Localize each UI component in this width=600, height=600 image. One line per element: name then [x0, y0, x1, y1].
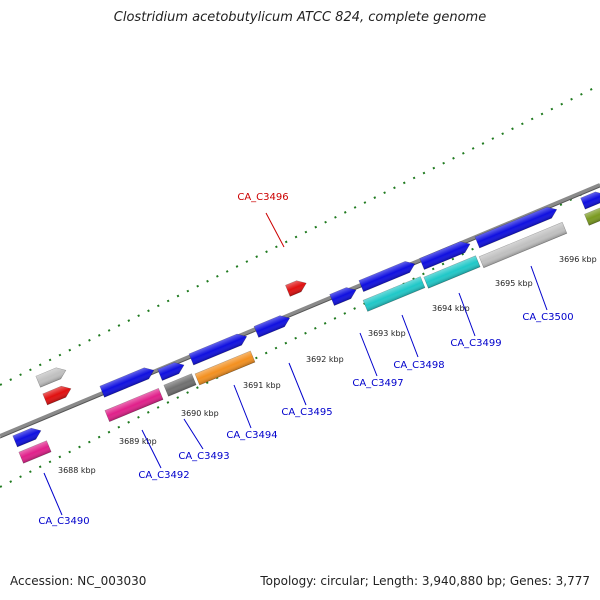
gene-feature-f14[interactable] — [423, 255, 481, 289]
gene-leader-line — [458, 292, 476, 337]
gene-label[interactable]: CA_C3495 — [281, 407, 332, 418]
inner-tick-row — [0, 184, 600, 488]
gene-feature-shading — [358, 261, 415, 292]
kbp-tick-label: 3695 kbp — [495, 279, 533, 288]
gene-leader-line — [265, 212, 285, 248]
gene-leader-line — [183, 418, 204, 450]
gene-feature-f20[interactable] — [42, 383, 73, 406]
gene-feature-f18[interactable] — [584, 206, 600, 226]
gene-feature-shading — [419, 241, 471, 270]
gene-feature-shading — [254, 315, 290, 338]
gene-feature-f7[interactable] — [188, 331, 249, 366]
gene-label[interactable]: CA_C3498 — [393, 360, 444, 371]
kbp-tick-label: 3693 kbp — [368, 329, 406, 338]
gene-leader-line — [401, 314, 419, 358]
gene-feature-f19[interactable] — [35, 365, 68, 388]
gene-feature-shading — [474, 207, 557, 248]
gene-feature-shading — [194, 350, 256, 386]
gene-label[interactable]: CA_C3493 — [178, 451, 229, 462]
gene-feature-f21[interactable] — [285, 278, 308, 297]
gene-feature-shading — [35, 367, 66, 388]
gene-feature-shading — [12, 428, 41, 447]
gene-feature-f6[interactable] — [163, 373, 197, 397]
gene-label[interactable]: CA_C3497 — [352, 378, 403, 389]
gene-label[interactable]: CA_C3494 — [226, 430, 277, 441]
kbp-tick-label: 3690 kbp — [181, 409, 219, 418]
gene-feature-f4[interactable] — [104, 388, 164, 422]
kbp-tick-label: 3688 kbp — [58, 466, 96, 475]
kbp-tick-label: 3696 kbp — [559, 255, 597, 264]
gene-label[interactable]: CA_C3500 — [522, 312, 573, 323]
gene-leader-line — [43, 472, 63, 516]
gene-label[interactable]: CA_C3492 — [138, 470, 189, 481]
gene-feature-f11[interactable] — [358, 258, 417, 292]
kbp-tick-label: 3689 kbp — [119, 437, 157, 446]
gene-leader-line — [141, 429, 162, 469]
gene-label[interactable]: CA_C3496 — [237, 192, 288, 203]
gene-feature-f9[interactable] — [253, 313, 292, 338]
gene-feature-shading — [584, 206, 600, 226]
gene-feature-shading — [580, 191, 600, 210]
gene-feature-f15[interactable] — [474, 204, 559, 249]
gene-feature-shading — [18, 440, 52, 464]
gene-feature-shading — [285, 280, 307, 297]
genome-title: Clostridium acetobutylicum ATCC 824, com… — [113, 10, 487, 25]
gene-feature-f2[interactable] — [18, 440, 52, 464]
gene-feature-shading — [157, 362, 185, 381]
gene-feature-f10[interactable] — [329, 284, 359, 306]
gene-feature-shading — [42, 386, 71, 405]
gene-feature-f12[interactable] — [362, 276, 426, 312]
gene-feature-f17[interactable] — [580, 189, 600, 210]
gene-feature-f5[interactable] — [157, 359, 187, 381]
gene-leader-line — [288, 362, 307, 406]
gene-feature-f16[interactable] — [478, 221, 568, 269]
accession-text: Accession: NC_003030 — [10, 574, 147, 588]
genome-summary-text: Topology: circular; Length: 3,940,880 bp… — [260, 574, 590, 588]
gene-leader-line — [359, 332, 378, 377]
outer-tick-row — [0, 84, 600, 386]
gene-feature-shading — [188, 334, 247, 366]
gene-feature-shading — [163, 373, 197, 397]
gene-feature-f3[interactable] — [99, 365, 156, 398]
gene-label[interactable]: CA_C3490 — [38, 516, 89, 527]
gene-feature-shading — [479, 222, 567, 268]
gene-leader-line — [530, 265, 548, 311]
gene-feature-shading — [363, 276, 425, 312]
gene-label[interactable]: CA_C3499 — [450, 338, 501, 349]
kbp-tick-label: 3691 kbp — [243, 381, 281, 390]
gene-feature-shading — [99, 367, 154, 398]
kbp-tick-label: 3692 kbp — [306, 355, 344, 364]
gene-feature-f1[interactable] — [12, 425, 43, 448]
gene-feature-f13[interactable] — [419, 239, 473, 270]
gene-feature-shading — [329, 287, 357, 306]
gene-feature-shading — [423, 255, 481, 289]
kbp-tick-label: 3694 kbp — [432, 304, 470, 313]
gene-feature-shading — [104, 388, 164, 422]
gene-leader-line — [233, 384, 252, 429]
gene-feature-f8[interactable] — [194, 350, 256, 386]
